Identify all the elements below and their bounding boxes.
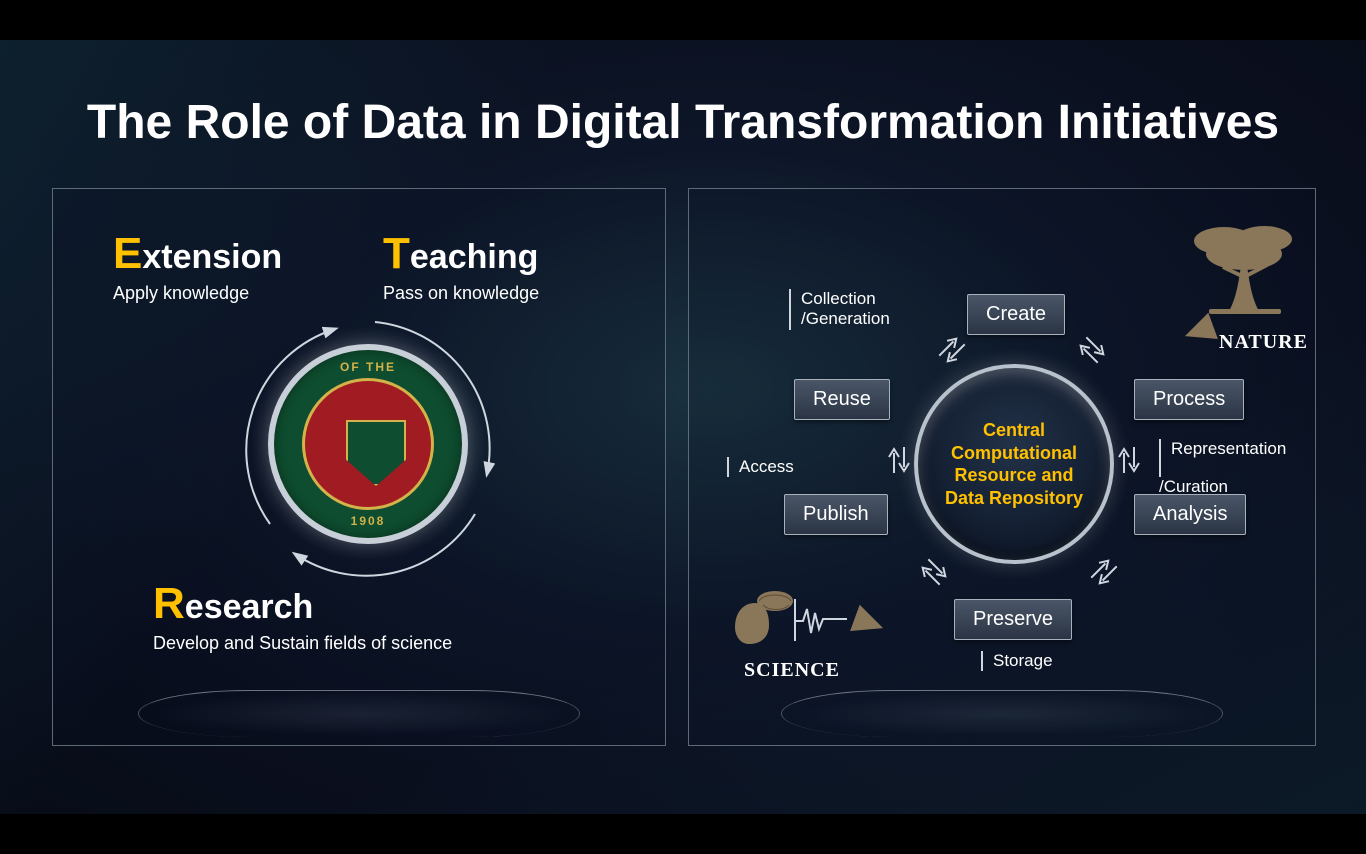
up-seal: OF THE 1908 🦅 xyxy=(268,344,468,544)
seal-text-top: OF THE xyxy=(274,360,462,374)
annot-storage: Storage xyxy=(981,651,1053,671)
pillar-teaching-initial: T xyxy=(383,229,410,278)
node-reuse: Reuse xyxy=(794,379,890,420)
base-ellipse-right xyxy=(781,690,1223,737)
annot-repcur: Representation /Curation xyxy=(1159,439,1309,497)
dbl-arrow-icon xyxy=(1116,445,1142,475)
node-create: Create xyxy=(967,294,1065,335)
dbl-arrow-icon xyxy=(932,330,972,370)
pillar-teaching-rest: eaching xyxy=(410,238,538,276)
base-ellipse-left xyxy=(138,690,580,737)
dbl-arrow-icon xyxy=(1084,552,1124,592)
left-panel: Extension Apply knowledge Teaching Pass … xyxy=(52,188,666,746)
label-science: SCIENCE xyxy=(744,659,840,682)
label-nature: NATURE xyxy=(1219,331,1308,354)
pillar-research-initial: R xyxy=(153,579,185,628)
pillar-teaching: Teaching Pass on knowledge xyxy=(383,229,539,304)
pillar-extension-initial: E xyxy=(113,229,142,278)
dbl-arrow-icon xyxy=(1072,330,1112,370)
pillar-research-rest: esearch xyxy=(185,588,314,626)
seal-year: 1908 xyxy=(274,514,462,528)
right-panel: Central Computational Resource and Data … xyxy=(688,188,1316,746)
pillar-research: Research Develop and Sustain fields of s… xyxy=(153,579,452,654)
pillar-research-sub: Develop and Sustain fields of science xyxy=(153,633,452,654)
node-analysis: Analysis xyxy=(1134,494,1246,535)
pillar-teaching-sub: Pass on knowledge xyxy=(383,283,539,304)
node-preserve: Preserve xyxy=(954,599,1072,640)
pillar-extension-sub: Apply knowledge xyxy=(113,283,282,304)
science-icon xyxy=(729,589,849,649)
dbl-arrow-icon xyxy=(886,445,912,475)
tree-icon xyxy=(1189,219,1299,319)
slide-title: The Role of Data in Digital Transformati… xyxy=(0,95,1366,150)
pillar-extension-rest: xtension xyxy=(142,238,282,276)
node-process: Process xyxy=(1134,379,1244,420)
slide-stage: The Role of Data in Digital Transformati… xyxy=(0,40,1366,814)
annot-collection: Collection /Generation xyxy=(789,289,911,330)
pillar-extension: Extension Apply knowledge xyxy=(113,229,282,304)
dbl-arrow-icon xyxy=(914,552,954,592)
pointer-science-icon xyxy=(850,605,888,642)
hub-label: Central Computational Resource and Data … xyxy=(938,419,1090,509)
annot-access: Access xyxy=(727,457,794,477)
node-publish: Publish xyxy=(784,494,888,535)
hub-circle: Central Computational Resource and Data … xyxy=(914,364,1114,564)
annot-repcur-text: Representation /Curation xyxy=(1159,439,1286,496)
